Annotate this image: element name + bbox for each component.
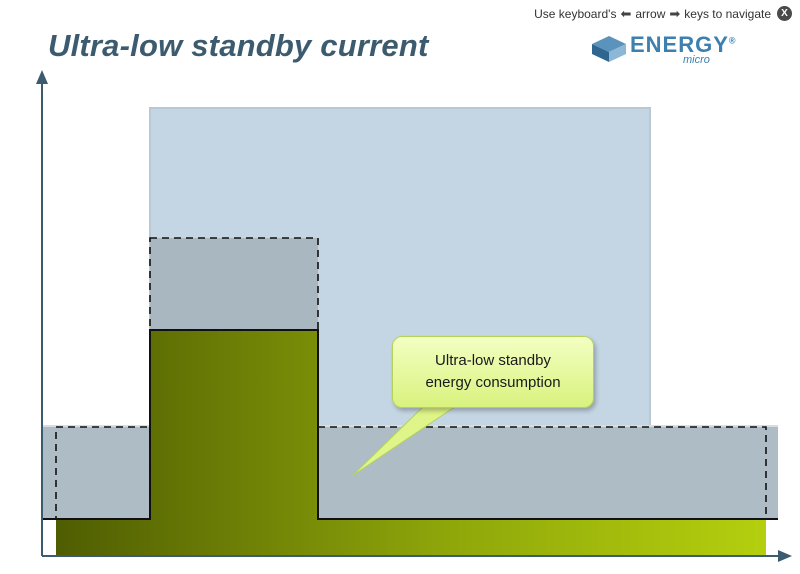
ultra-low-energy-area (56, 330, 766, 556)
close-icon[interactable]: X (777, 6, 792, 21)
x-axis-arrowhead (778, 550, 792, 562)
callout-line-2: energy consumption (425, 374, 561, 391)
nav-hint-suffix: keys to navigate (684, 6, 771, 21)
nav-hint-prefix: Use keyboard's (534, 6, 617, 21)
dashed-left-box (55, 426, 151, 520)
callout-line-1: Ultra-low standby (435, 352, 551, 369)
logo-word: ENERGY® (630, 32, 737, 57)
standby-energy-callout: Ultra-low standby energy consumption (392, 336, 594, 408)
right-arrow-icon: ➡ (669, 6, 681, 21)
y-axis-arrowhead (36, 70, 48, 84)
nav-hint-middle: arrow (635, 6, 666, 21)
logo-cube-icon (592, 36, 626, 62)
keyboard-navigation-hint: Use keyboard's ⬅ arrow ➡ keys to navigat… (534, 6, 792, 21)
energy-micro-logo: ENERGY® micro (590, 32, 780, 70)
logo-subtext: micro (683, 54, 710, 66)
dashed-right-outline (318, 426, 767, 519)
left-arrow-icon: ⬅ (620, 6, 632, 21)
dashed-peak-box (149, 237, 319, 331)
slide-title: Ultra-low standby current (48, 28, 429, 63)
peak-gray-region (150, 238, 318, 330)
